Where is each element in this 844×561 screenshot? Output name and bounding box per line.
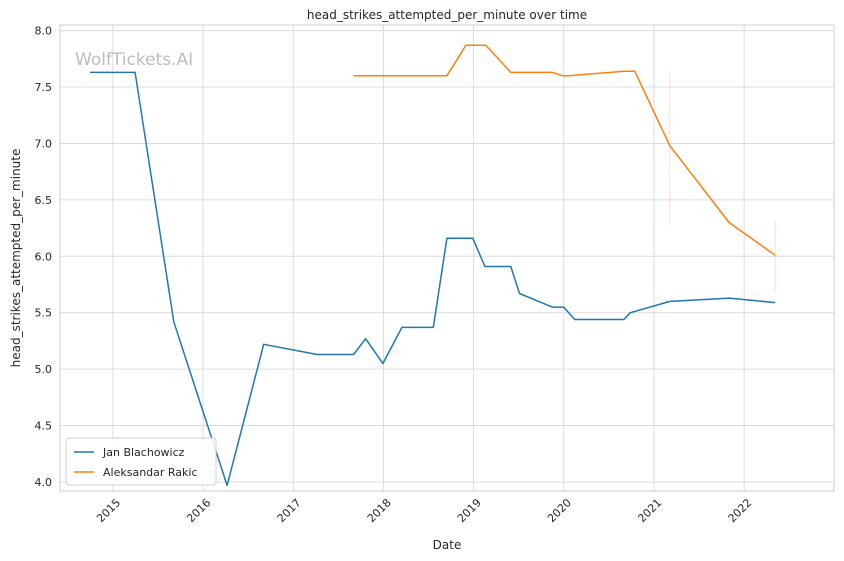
y-tick-label: 4.0 xyxy=(35,476,53,489)
legend-label: Jan Blachowicz xyxy=(102,446,185,459)
legend: Jan Blachowicz Aleksandar Rakic xyxy=(65,437,217,486)
grid xyxy=(60,25,834,491)
x-axis-label: Date xyxy=(433,538,462,552)
x-tick-label: 2021 xyxy=(635,496,664,525)
error-bars xyxy=(669,71,776,291)
x-tick-label: 2015 xyxy=(94,496,123,525)
series-line-0 xyxy=(90,71,776,487)
y-tick-label: 5.0 xyxy=(35,363,53,376)
x-tick-label: 2019 xyxy=(455,496,484,525)
y-tick-label: 6.5 xyxy=(35,194,53,207)
legend-box xyxy=(65,437,217,486)
series-line-1 xyxy=(353,44,776,256)
y-tick-label: 7.0 xyxy=(35,137,53,150)
y-tick-label: 5.5 xyxy=(35,307,53,320)
y-axis-ticks: 4.0 4.5 5.0 5.5 6.0 6.5 7.0 7.5 8.0 xyxy=(35,25,53,489)
plot-frame xyxy=(59,24,835,492)
y-axis-label: head_strikes_attempted_per_minute xyxy=(9,149,23,368)
chart-title: head_strikes_attempted_per_minute over t… xyxy=(307,8,587,22)
y-tick-label: 6.0 xyxy=(35,250,53,263)
legend-label: Aleksandar Rakic xyxy=(103,466,198,479)
y-tick-label: 4.5 xyxy=(35,420,53,433)
x-tick-label: 2017 xyxy=(275,496,304,525)
series-lines xyxy=(90,44,776,487)
x-tick-label: 2022 xyxy=(726,496,755,525)
y-tick-label: 8.0 xyxy=(35,25,53,38)
x-axis-ticks: 2015 2016 2017 2018 2019 2020 2021 2022 xyxy=(94,496,754,525)
x-tick-label: 2018 xyxy=(365,496,394,525)
y-tick-label: 7.5 xyxy=(35,81,53,94)
x-tick-label: 2016 xyxy=(184,496,213,525)
x-tick-label: 2020 xyxy=(545,496,574,525)
watermark: WolfTickets.AI xyxy=(75,50,193,70)
